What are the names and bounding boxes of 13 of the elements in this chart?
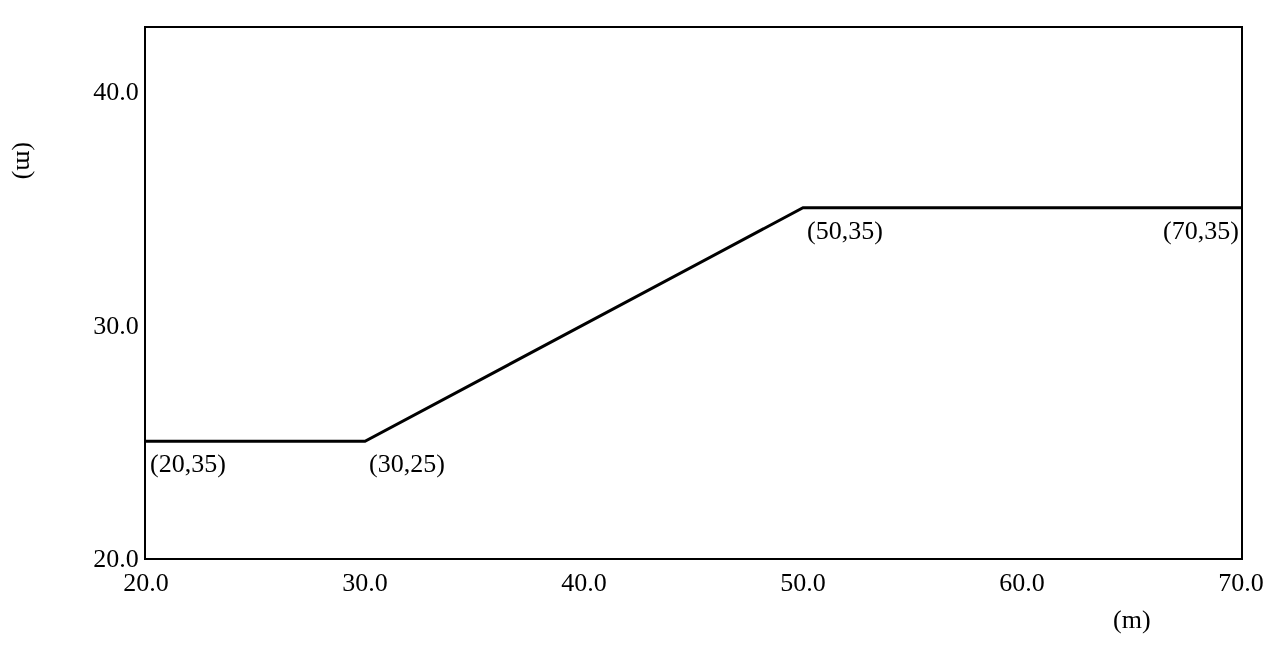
annotation: (70,35) — [1163, 216, 1239, 245]
y-tick-label: 40.0 — [93, 77, 139, 107]
x-tick-label: 70.0 — [1218, 568, 1264, 598]
annotation: (20,35) — [150, 449, 226, 478]
x-tick-label: 30.0 — [342, 568, 388, 598]
x-tick-label: 60.0 — [999, 568, 1045, 598]
x-tick-label: 50.0 — [780, 568, 826, 598]
annotation: (50,35) — [807, 216, 883, 245]
x-axis-title: (m) — [1113, 605, 1151, 634]
y-tick-label: 30.0 — [93, 310, 139, 340]
annotation: (30,25) — [369, 449, 445, 478]
x-tick-label: 40.0 — [561, 568, 607, 598]
y-axis-title: (m) — [11, 141, 41, 180]
